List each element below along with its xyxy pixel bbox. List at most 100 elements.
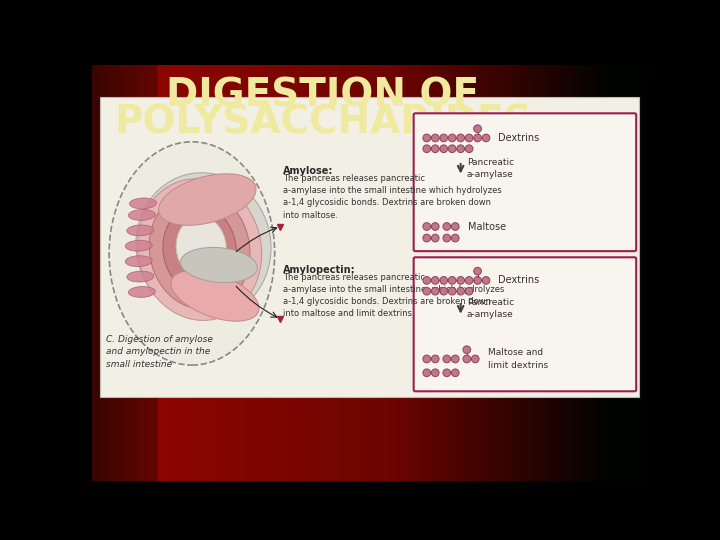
- Bar: [427, 65, 431, 481]
- Bar: [217, 65, 220, 481]
- Ellipse shape: [127, 271, 154, 282]
- Bar: [106, 65, 109, 481]
- Bar: [308, 65, 312, 481]
- Bar: [302, 65, 306, 481]
- Ellipse shape: [125, 256, 152, 267]
- Bar: [322, 65, 325, 481]
- Bar: [314, 65, 317, 481]
- Circle shape: [423, 287, 431, 295]
- Bar: [166, 65, 170, 481]
- Bar: [239, 65, 242, 481]
- Bar: [100, 65, 104, 481]
- Circle shape: [449, 134, 456, 142]
- Circle shape: [431, 222, 439, 231]
- Bar: [133, 65, 137, 481]
- Bar: [458, 65, 462, 481]
- Bar: [533, 65, 536, 481]
- Circle shape: [482, 276, 490, 284]
- Bar: [220, 65, 223, 481]
- Circle shape: [440, 276, 448, 284]
- Bar: [181, 65, 184, 481]
- Circle shape: [449, 287, 456, 295]
- FancyBboxPatch shape: [414, 113, 636, 251]
- Ellipse shape: [163, 205, 236, 294]
- Bar: [336, 65, 339, 481]
- Bar: [577, 65, 580, 481]
- Text: The pancreas releases pancreatic
a-amylase into the small intestine which hydrol: The pancreas releases pancreatic a-amyla…: [283, 174, 502, 220]
- Bar: [391, 65, 395, 481]
- Bar: [563, 65, 567, 481]
- Bar: [136, 65, 140, 481]
- Bar: [341, 65, 345, 481]
- Circle shape: [451, 355, 459, 363]
- Bar: [275, 65, 279, 481]
- Bar: [530, 65, 534, 481]
- Bar: [277, 65, 281, 481]
- Text: DIGESTION OF: DIGESTION OF: [166, 77, 480, 114]
- Bar: [374, 65, 378, 481]
- Bar: [178, 65, 181, 481]
- Circle shape: [474, 267, 482, 275]
- Bar: [641, 65, 644, 481]
- Bar: [225, 65, 228, 481]
- Text: Maltose and
limit dextrins: Maltose and limit dextrins: [488, 348, 549, 370]
- Bar: [608, 65, 611, 481]
- Bar: [139, 65, 143, 481]
- Circle shape: [423, 234, 431, 242]
- Ellipse shape: [127, 225, 154, 236]
- Bar: [472, 65, 475, 481]
- Bar: [480, 65, 483, 481]
- Bar: [585, 65, 589, 481]
- Bar: [233, 65, 237, 481]
- Bar: [208, 65, 212, 481]
- FancyBboxPatch shape: [99, 97, 639, 397]
- Circle shape: [423, 355, 431, 363]
- Bar: [156, 65, 159, 481]
- Circle shape: [465, 276, 473, 284]
- Bar: [261, 65, 264, 481]
- Circle shape: [423, 145, 431, 153]
- Bar: [436, 65, 439, 481]
- Bar: [205, 65, 209, 481]
- Bar: [502, 65, 505, 481]
- Bar: [513, 65, 517, 481]
- Bar: [150, 65, 153, 481]
- Circle shape: [431, 234, 439, 242]
- Bar: [505, 65, 508, 481]
- Circle shape: [440, 145, 448, 153]
- Bar: [482, 65, 486, 481]
- Bar: [499, 65, 503, 481]
- Bar: [408, 65, 411, 481]
- Circle shape: [431, 287, 439, 295]
- Bar: [148, 65, 150, 481]
- Bar: [388, 65, 392, 481]
- Bar: [400, 65, 403, 481]
- Bar: [194, 65, 198, 481]
- Text: Dextrins: Dextrins: [498, 133, 539, 143]
- Bar: [286, 65, 289, 481]
- Ellipse shape: [109, 142, 274, 365]
- Bar: [94, 65, 98, 481]
- Bar: [161, 65, 165, 481]
- Ellipse shape: [149, 190, 250, 309]
- Bar: [644, 65, 647, 481]
- Bar: [463, 65, 467, 481]
- Bar: [438, 65, 442, 481]
- Bar: [175, 65, 179, 481]
- Text: Dextrins: Dextrins: [498, 275, 539, 286]
- Text: Maltose: Maltose: [468, 221, 506, 232]
- Circle shape: [423, 222, 431, 231]
- Circle shape: [443, 355, 451, 363]
- Bar: [610, 65, 613, 481]
- Bar: [469, 65, 472, 481]
- Bar: [247, 65, 251, 481]
- Bar: [538, 65, 541, 481]
- Bar: [283, 65, 287, 481]
- Bar: [485, 65, 489, 481]
- Bar: [544, 65, 547, 481]
- Circle shape: [443, 234, 451, 242]
- Bar: [441, 65, 445, 481]
- Bar: [120, 65, 123, 481]
- Ellipse shape: [128, 287, 156, 298]
- Circle shape: [463, 346, 471, 354]
